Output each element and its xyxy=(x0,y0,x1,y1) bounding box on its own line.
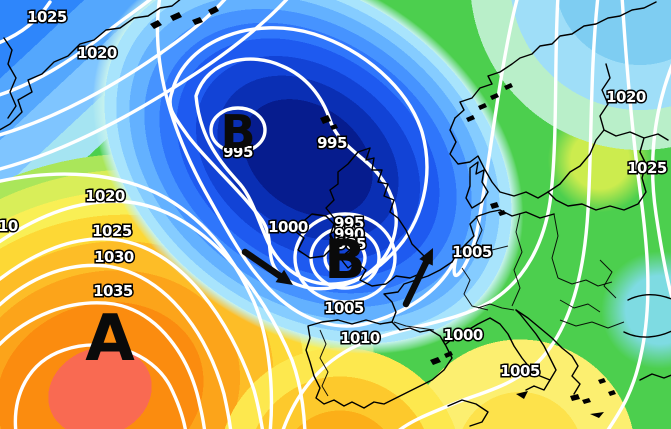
gulf-of-finland-coast xyxy=(603,129,669,141)
country-border xyxy=(559,319,625,329)
isobar-label: 1025 xyxy=(92,222,132,240)
isobar-label: 985 xyxy=(336,235,366,253)
isobar-line xyxy=(0,172,274,429)
isobar-label: 1030 xyxy=(94,248,134,266)
greek-islands xyxy=(570,378,616,418)
country-border xyxy=(475,243,509,251)
scandinavia-south-coast xyxy=(449,117,549,199)
north-africa-coast xyxy=(447,399,489,427)
north-sea-coast xyxy=(451,209,501,263)
isobar-label: 995 xyxy=(223,143,253,161)
isobar-label: 1020 xyxy=(606,88,646,106)
isobar-line xyxy=(0,199,307,429)
isobar-label: 1005 xyxy=(500,362,540,380)
country-border xyxy=(599,259,617,299)
isobar-line xyxy=(168,26,429,291)
norway-fjord-islands xyxy=(466,83,513,122)
isobar-line xyxy=(0,237,265,429)
isobar-line xyxy=(13,343,188,429)
isobar-label: 990 xyxy=(334,225,364,243)
turkey-aegean-coast xyxy=(639,373,671,381)
east-baltic-coast xyxy=(547,137,647,211)
wind-arrow-shaft xyxy=(241,248,289,283)
isobar-label: 1000 xyxy=(443,326,483,344)
pressure-center-markers: A B B xyxy=(85,105,365,376)
wind-arrow-head-icon xyxy=(419,248,433,266)
isobar-label: 1025 xyxy=(627,159,667,177)
wind-arrow-shaft xyxy=(402,253,432,308)
isobar-label: 1035 xyxy=(93,282,133,300)
portugal-spain-border xyxy=(319,329,329,397)
country-border xyxy=(475,215,483,245)
uk-coastline xyxy=(325,147,429,287)
isobar-line xyxy=(281,0,560,429)
italy-east-coast xyxy=(515,309,557,381)
isobar-line xyxy=(0,0,289,171)
low-pressure-center-marker: B xyxy=(324,228,365,291)
country-border xyxy=(393,321,435,331)
isobar-line xyxy=(606,0,650,429)
isobar-label: 1010 xyxy=(340,329,380,347)
isobar-label: 1005 xyxy=(452,243,492,261)
greenland-coastline xyxy=(0,0,181,131)
isobar-line xyxy=(0,301,207,429)
isobar-line xyxy=(0,0,52,45)
iberia-coastline xyxy=(305,319,453,409)
isobar-line xyxy=(209,106,267,154)
isobar-label: 1020 xyxy=(85,187,125,205)
black-sea-south-coast xyxy=(623,330,671,338)
isobar-label: 1025 xyxy=(27,8,67,26)
isobar-label: 1005 xyxy=(324,299,364,317)
arctic-islands xyxy=(150,6,219,29)
france-med-coast xyxy=(445,317,551,391)
country-border xyxy=(461,267,489,311)
isobar-line xyxy=(194,57,398,286)
country-border xyxy=(477,303,515,311)
isobar-label: 1000 xyxy=(268,218,308,236)
wind-arrows xyxy=(241,248,433,308)
danish-islands xyxy=(490,202,506,216)
german-baltic-coast xyxy=(499,209,555,219)
isobar-line xyxy=(650,63,671,301)
faroe-islands xyxy=(320,115,338,130)
isobar-label: 995 xyxy=(317,134,347,152)
black-sea-north-coast xyxy=(627,294,671,301)
high-pressure-center-marker: A xyxy=(85,302,135,376)
isobar-line xyxy=(323,238,367,278)
wind-arrow-head-icon xyxy=(275,269,293,285)
isobar-labels: 1025102010101020102510301035995995995990… xyxy=(0,7,669,382)
adriatic-balkan-coast xyxy=(515,309,581,395)
country-border xyxy=(557,277,613,287)
balearic-islands xyxy=(430,351,453,365)
isobar-label: 1010 xyxy=(0,217,18,235)
denmark-coastline xyxy=(465,161,489,209)
isobar-line xyxy=(0,0,227,137)
country-border xyxy=(511,213,523,307)
isobar-label: 1020 xyxy=(77,44,117,62)
country-border xyxy=(551,213,559,279)
isobar-line xyxy=(0,263,233,429)
ireland-coastline xyxy=(295,213,335,259)
isobar-line xyxy=(293,212,397,304)
isobar-line xyxy=(0,0,153,97)
sicily xyxy=(516,391,528,399)
channel-biscay-coast xyxy=(383,261,453,323)
isobar-label: 995 xyxy=(334,214,364,232)
greenland-east-coast xyxy=(3,37,17,119)
norway-coastline xyxy=(454,1,657,119)
baltic-coastline xyxy=(547,63,611,193)
country-border xyxy=(559,299,601,313)
low-pressure-center-marker: B xyxy=(220,105,255,159)
